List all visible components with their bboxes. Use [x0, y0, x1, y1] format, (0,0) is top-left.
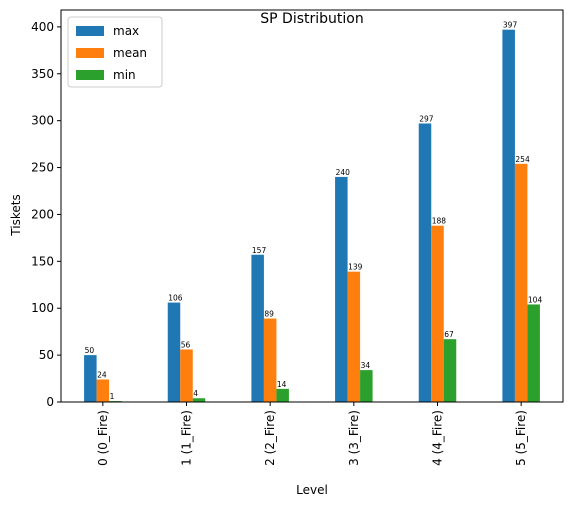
bar-min	[276, 388, 289, 402]
bar-value-label: 14	[277, 380, 287, 389]
y-tick-label: 350	[31, 67, 54, 81]
bar-max	[84, 355, 97, 402]
x-axis-label: Level	[296, 483, 328, 497]
x-tick-label: 5 (5_Fire)	[514, 410, 528, 466]
bar-min	[192, 398, 206, 402]
bar-min	[527, 304, 540, 402]
legend-label-mean: mean	[113, 46, 147, 60]
y-tick-label: 0	[46, 395, 54, 409]
y-axis: 0 50 100 150 200 250 300 350 400	[31, 20, 61, 409]
bar-value-label: 106	[168, 294, 183, 303]
bar-max	[502, 29, 515, 402]
y-tick-label: 300	[31, 114, 54, 128]
x-axis: 0 (0_Fire) 1 (1_Fire) 2 (2_Fire) 3 (3_Fire)…	[96, 402, 528, 466]
y-tick-label: 400	[31, 20, 54, 34]
bar-value-label: 397	[503, 21, 518, 30]
y-tick-label: 50	[39, 348, 54, 362]
bar-mean	[96, 379, 110, 402]
bar-value-label: 157	[252, 246, 267, 255]
bar-value-label: 50	[85, 346, 95, 355]
y-tick-label: 200	[31, 207, 54, 221]
bar-max	[335, 176, 348, 402]
legend-swatch-max	[76, 26, 104, 36]
bar-max	[418, 123, 432, 402]
x-tick-label: 1 (1_Fire)	[180, 410, 194, 466]
bar-value-label: 104	[528, 295, 543, 304]
bar-value-label: 240	[336, 168, 351, 177]
bar-value-label: 89	[264, 310, 274, 319]
plot-frame	[60, 9, 564, 403]
y-tick-label: 250	[31, 161, 54, 175]
legend-swatch-mean	[76, 48, 104, 58]
y-tick-label: 100	[31, 301, 54, 315]
bar-value-label: 56	[181, 340, 191, 349]
bar-mean	[514, 163, 528, 402]
bars-group	[84, 29, 540, 402]
legend-label-max: max	[113, 24, 139, 38]
bar-value-label: 1	[110, 392, 115, 401]
bar-mean	[431, 225, 444, 402]
bar-value-label: 139	[348, 263, 363, 272]
bar-mean	[347, 271, 361, 402]
bar-value-label: 24	[97, 370, 107, 379]
bar-value-label: 34	[361, 361, 371, 370]
bar-value-label: 188	[432, 217, 447, 226]
bar-value-label: 254	[515, 155, 530, 164]
bar-max	[251, 254, 264, 402]
x-tick-label: 3 (3_Fire)	[347, 410, 361, 466]
x-tick-label: 0 (0_Fire)	[96, 410, 110, 466]
legend-swatch-min	[76, 70, 104, 80]
legend-label-min: min	[113, 68, 136, 82]
bar-max	[167, 302, 181, 402]
x-tick-label: 2 (2_Fire)	[263, 410, 277, 466]
bar-labels-group: 50 24 1 106 56 4 157 89 14 240 139 34 297 188 67 397 254…	[85, 21, 543, 401]
y-tick-label: 150	[31, 254, 54, 268]
bar-value-label: 4	[193, 389, 198, 398]
bar-value-label: 297	[419, 114, 434, 123]
bar-min	[360, 370, 373, 402]
bar-mean	[180, 349, 193, 402]
chart-title: SP Distribution	[260, 11, 363, 27]
bar-mean	[263, 318, 277, 402]
bar-value-label: 67	[444, 330, 454, 339]
legend: max mean min	[67, 16, 163, 88]
y-axis-label: Tiskets	[9, 194, 23, 236]
bar-min	[443, 339, 457, 402]
x-tick-label: 4 (4_Fire)	[431, 410, 445, 466]
